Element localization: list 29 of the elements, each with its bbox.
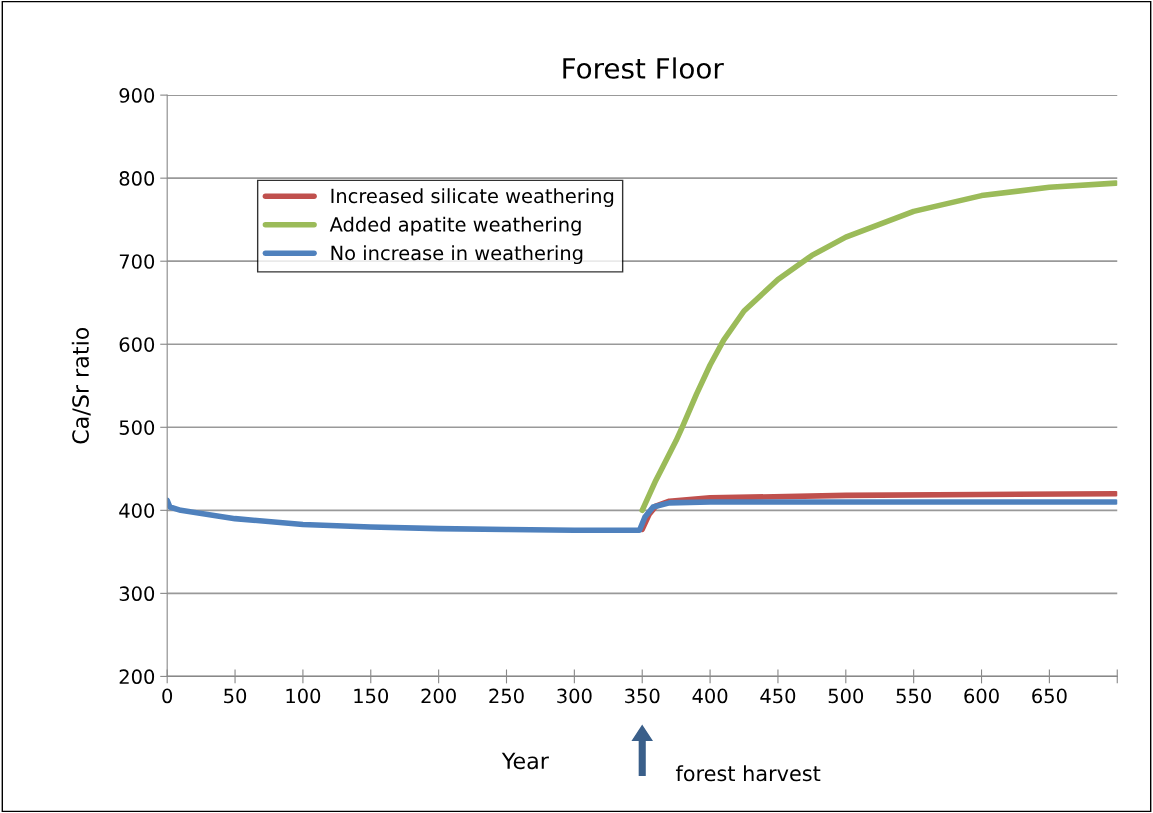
x-tick-label: 600	[964, 688, 999, 704]
legend-label: Increased silicate weathering	[331, 188, 614, 208]
y-tick-label: 800	[119, 171, 155, 186]
y-tick-label: 600	[119, 337, 155, 352]
y-tick-label: 700	[119, 254, 155, 269]
x-tick-label: 550	[896, 688, 931, 704]
y-axis-title: Ca/Sr ratio	[71, 327, 91, 444]
chart-title: Forest Floor	[563, 57, 724, 79]
legend-label: Added apatite weathering	[329, 216, 581, 236]
x-tick-label: 350	[625, 688, 660, 704]
x-tick-label: 650	[1032, 688, 1067, 704]
y-tick-label: 500	[119, 420, 155, 435]
x-tick-label: 0	[162, 688, 173, 704]
x-tick-label: 500	[828, 688, 864, 704]
y-tick-label: 900	[119, 88, 155, 103]
x-tick-label: 300	[557, 688, 592, 704]
x-tick-label: 100	[286, 688, 321, 704]
y-tick-label: 400	[119, 503, 155, 518]
y-tick-label: 300	[119, 586, 155, 602]
x-tick-label: 50	[224, 688, 247, 704]
x-tick-label: 250	[489, 688, 524, 704]
x-tick-label: 150	[354, 688, 389, 704]
y-tick-label: 200	[119, 669, 155, 685]
x-tick-label: 400	[692, 688, 728, 704]
x-axis-title: Year	[501, 752, 549, 770]
text: forest harvest	[675, 765, 821, 782]
x-tick-label: 200	[421, 688, 456, 704]
legend-label: No increase in weathering	[331, 245, 583, 265]
x-tick-label: 450	[760, 688, 796, 704]
